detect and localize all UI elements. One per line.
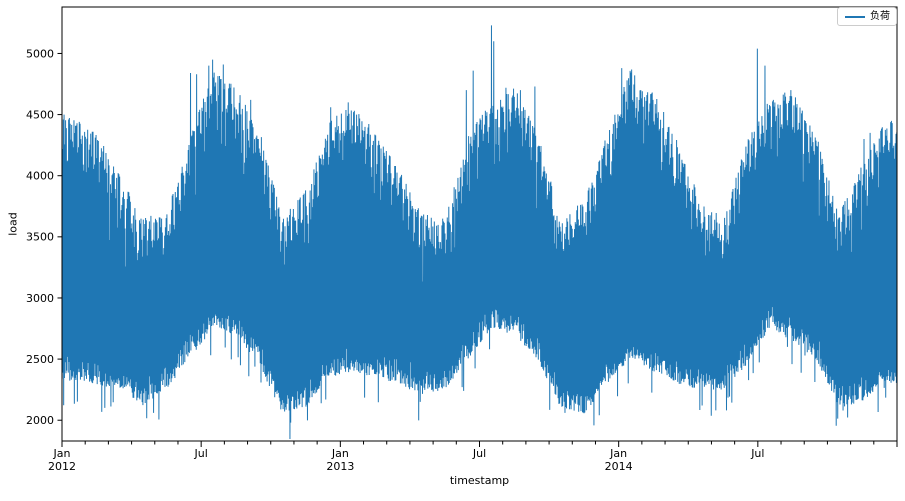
x-axis-label: timestamp	[449, 474, 510, 487]
legend: 负荷	[837, 7, 897, 26]
legend-line-sample-icon	[845, 15, 865, 18]
x-tick-label: Jul	[750, 447, 764, 460]
x-tick-year-label: 2014	[605, 460, 633, 473]
y-tick-label: 3000	[26, 292, 54, 305]
y-tick-label: 4500	[26, 108, 54, 121]
x-tick-year-label: 2012	[48, 460, 76, 473]
y-tick-label: 5000	[26, 47, 54, 60]
y-tick-label: 2000	[26, 414, 54, 427]
x-tick-year-label: 2013	[326, 460, 354, 473]
x-tick-label: Jul	[472, 447, 486, 460]
load-series-line	[62, 25, 897, 439]
y-axis-label: load	[6, 212, 20, 236]
x-tick-label: Jan	[609, 447, 627, 460]
plot-spines	[61, 6, 898, 442]
y-tick-label: 2500	[26, 353, 54, 366]
legend-label: 负荷	[870, 11, 890, 22]
x-tick-label: Jul	[194, 447, 208, 460]
y-tick-label: 3500	[26, 231, 54, 244]
x-tick-label: Jan	[331, 447, 349, 460]
y-tick-label: 4000	[26, 170, 54, 183]
x-tick-label: Jan	[53, 447, 71, 460]
